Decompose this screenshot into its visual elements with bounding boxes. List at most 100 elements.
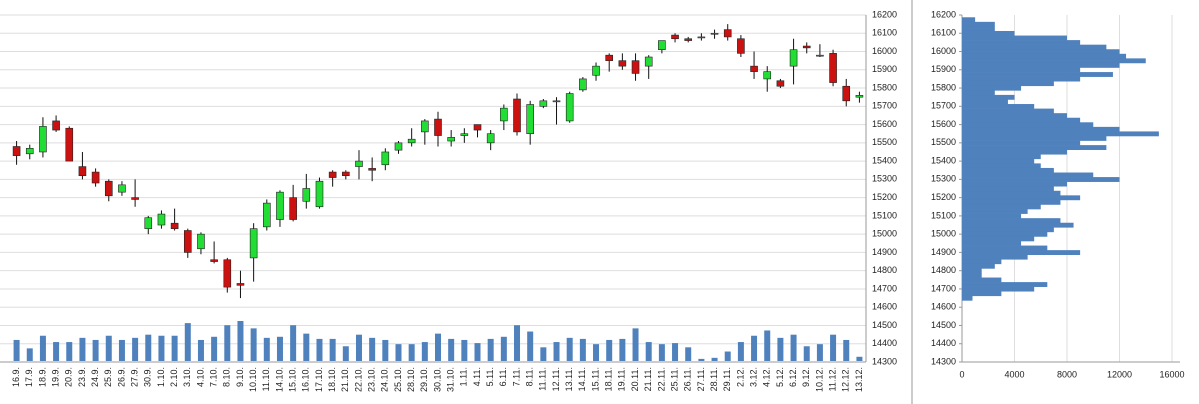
volume-bar: [211, 336, 218, 361]
candle-body: [526, 104, 534, 135]
x-tick-label: 4.12.: [762, 367, 772, 387]
candle-body: [407, 138, 416, 144]
x-tick-label: 26.11.: [683, 367, 693, 391]
volume-bar: [303, 333, 310, 361]
candle-body: [776, 80, 785, 87]
profile-bar: [962, 99, 1008, 105]
candle-body: [170, 222, 179, 229]
profile-bar: [962, 291, 1002, 297]
x-tick-label: 18.9.: [37, 367, 47, 387]
y-tick-label: 15000: [872, 229, 897, 239]
volume-bar: [250, 328, 257, 361]
profile-bar: [962, 108, 1054, 114]
profile-bar: [962, 104, 1035, 109]
candle-body: [763, 71, 772, 80]
profile-bar: [962, 254, 1028, 260]
candle-body: [249, 228, 258, 259]
x-tick-label: 9.10.: [235, 367, 245, 387]
candle-body: [157, 213, 166, 226]
profile-bar: [962, 35, 1067, 41]
volume-bar: [355, 334, 362, 361]
candle-body: [816, 54, 824, 57]
profile-bar: [962, 195, 1081, 201]
volume-bar: [566, 337, 573, 361]
profile-bar: [962, 245, 1048, 251]
candle-body: [658, 40, 666, 50]
y-tick-label: 15000: [931, 229, 956, 239]
y-tick-label: 15700: [872, 101, 897, 111]
volume-bar: [606, 339, 613, 361]
candle-body: [381, 151, 390, 166]
profile-bar: [962, 40, 1081, 45]
profile-bar: [962, 145, 1107, 150]
profile-bar: [962, 131, 1159, 137]
x-tick-label: 25.11.: [669, 367, 679, 391]
x-tick-label: 21.11.: [643, 367, 653, 391]
profile-bar: [962, 268, 982, 274]
volume-bar: [843, 339, 850, 361]
candle-body: [210, 259, 218, 262]
x-tick-label: 21.10.: [340, 367, 350, 392]
profile-bar: [962, 21, 995, 27]
y-tick-label: 16200: [931, 9, 956, 19]
profile-bar: [962, 90, 995, 96]
y-tick-label: 14600: [931, 302, 956, 312]
x-tick-label: 16000: [1159, 369, 1184, 379]
candle-body: [25, 148, 34, 155]
volume-bar: [698, 358, 705, 361]
profile-bar: [962, 126, 1120, 132]
candle-body: [355, 160, 363, 167]
volume-bar: [290, 325, 297, 361]
volume-bar: [421, 342, 428, 361]
profile-bar: [962, 81, 1054, 87]
volume-bar: [342, 346, 349, 361]
y-tick-label: 15200: [931, 192, 956, 202]
volume-bar: [632, 328, 639, 361]
profile-bar: [962, 272, 982, 278]
volume-bar: [26, 348, 33, 361]
profile-bar: [962, 259, 1002, 265]
profile-bar: [962, 231, 1048, 237]
candle-body: [684, 38, 693, 41]
x-tick-label: 17.9.: [24, 367, 34, 387]
candle-body: [552, 100, 561, 103]
volume-bar: [816, 344, 823, 361]
y-tick-label: 15600: [872, 119, 897, 129]
y-tick-label: 15800: [872, 82, 897, 92]
x-tick-label: 23.9.: [77, 367, 87, 387]
volume-bar: [237, 321, 244, 361]
volume-bar: [448, 338, 455, 361]
x-tick-label: 27.9.: [129, 367, 139, 387]
candle-body: [671, 34, 679, 40]
y-tick-label: 14300: [872, 356, 897, 366]
profile-bar: [962, 122, 1094, 128]
candle-body: [78, 166, 87, 177]
candle-body: [460, 133, 469, 136]
profile-bar: [962, 213, 1022, 219]
x-tick-label: 25.10.: [393, 367, 403, 392]
candle-body: [289, 197, 297, 220]
y-tick-label: 15400: [872, 155, 897, 165]
profile-bar: [962, 67, 1081, 73]
volume-bar: [13, 339, 20, 361]
profile-bar: [962, 58, 1146, 64]
x-tick-label: 10.12.: [814, 367, 824, 392]
x-tick-label: 22.10.: [353, 367, 363, 392]
volume-bar: [764, 330, 771, 361]
volume-bar: [461, 339, 468, 361]
candle-body: [131, 197, 139, 200]
candle-body: [789, 49, 798, 67]
candle-body: [421, 120, 429, 133]
volume-bar: [658, 344, 665, 361]
candle-body: [539, 100, 548, 107]
candle-body: [473, 124, 482, 131]
candle-body: [447, 137, 455, 142]
profile-bar: [962, 149, 1067, 155]
candle-body: [302, 188, 311, 202]
volume-bar: [579, 338, 586, 361]
candle-body: [65, 127, 74, 162]
y-tick-label: 16200: [872, 9, 897, 19]
x-tick-label: 8000: [1057, 369, 1077, 379]
x-tick-label: 19.9.: [50, 367, 60, 387]
volume-bar: [645, 342, 652, 361]
